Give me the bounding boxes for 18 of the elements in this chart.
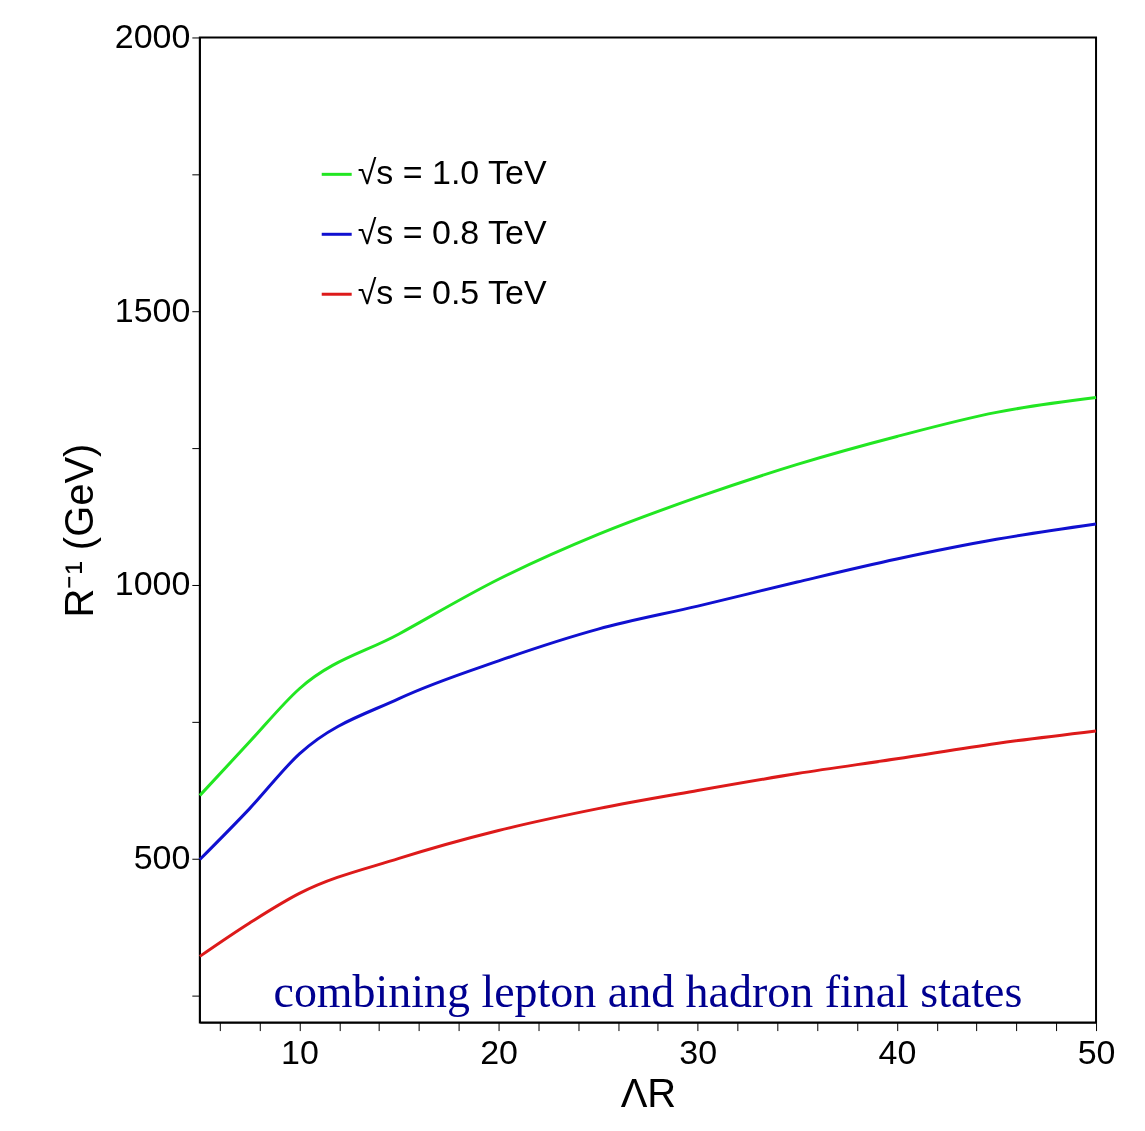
x-axis-title: ΛR (620, 1071, 677, 1116)
legend-label: √s = 0.8 TeV (357, 213, 547, 252)
x-tick-label: 10 (281, 1033, 319, 1072)
line-series (198, 729, 1098, 958)
x-tick-label: 40 (878, 1033, 917, 1072)
y-tick-label: 1500 (114, 290, 191, 329)
x-tick-label: 50 (1077, 1033, 1116, 1072)
x-tick-label: 30 (679, 1033, 718, 1072)
line-series (198, 522, 1098, 861)
legend-label: √s = 0.5 TeV (357, 273, 547, 312)
legend-label: √s = 1.0 TeV (357, 153, 547, 192)
y-tick-label: 1000 (114, 564, 191, 603)
line-series (198, 396, 1098, 797)
y-tick-label: 500 (133, 837, 191, 876)
x-tick-label: 20 (480, 1033, 518, 1072)
annotation: combining lepton and hadron final states (273, 965, 1023, 1017)
y-tick-label: 2000 (114, 16, 191, 55)
y-axis-title: R⁻¹ (GeV) (56, 443, 101, 618)
